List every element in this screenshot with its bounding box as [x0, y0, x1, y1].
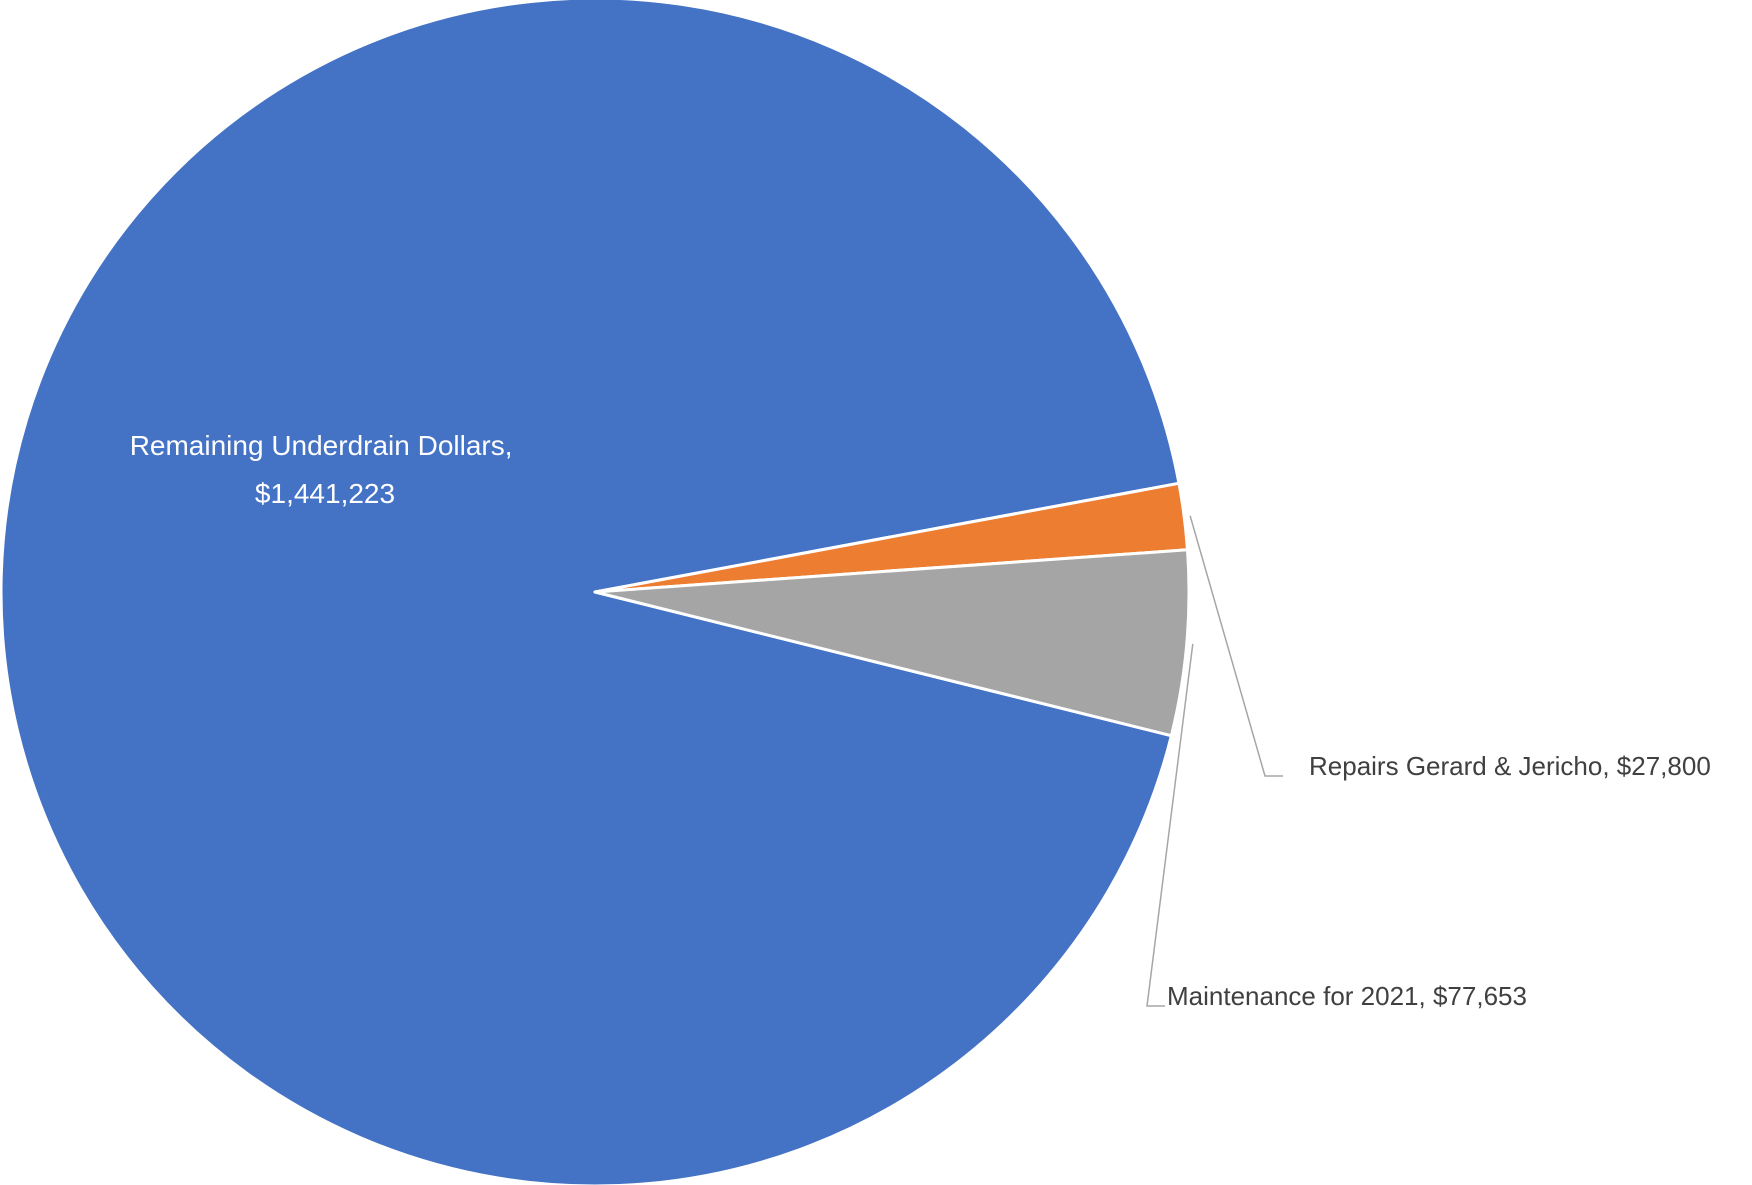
slice-label-category: Maintenance for 2021 [1167, 981, 1419, 1011]
data-labels: Remaining Underdrain Dollars, $1,441,223… [130, 430, 1711, 1011]
slice-label-category: Repairs Gerard & Jericho [1309, 751, 1602, 781]
slice-label-category: Remaining Underdrain Dollars [130, 430, 505, 461]
slice-label-maintenance-2021: Maintenance for 2021, $77,653 [1167, 981, 1527, 1011]
slice-label-separator: , [505, 430, 513, 461]
slice-maintenance-2021 [593, 548, 1191, 738]
slice-label-value: $27,800 [1617, 751, 1711, 781]
leader-line-maintenance-2021 [1146, 643, 1194, 1007]
leader-line-repairs-gerard-jericho [1189, 515, 1283, 777]
slice-label-repairs-gerard-jericho: Repairs Gerard & Jericho, $27,800 [1309, 751, 1711, 781]
slice-label-separator: , [1602, 751, 1616, 781]
slice-label-remaining-underdrain-dollars: Remaining Underdrain Dollars, $1,441,223 [130, 430, 521, 509]
slice-label-value: $1,441,223 [255, 478, 395, 509]
slice-remaining-underdrain-dollars [0, 0, 1181, 1185]
slice-label-separator: , [1419, 981, 1433, 1011]
slice-label-value: $77,653 [1433, 981, 1527, 1011]
pie-slices [0, 0, 1191, 1185]
leader-lines [1146, 515, 1283, 1007]
